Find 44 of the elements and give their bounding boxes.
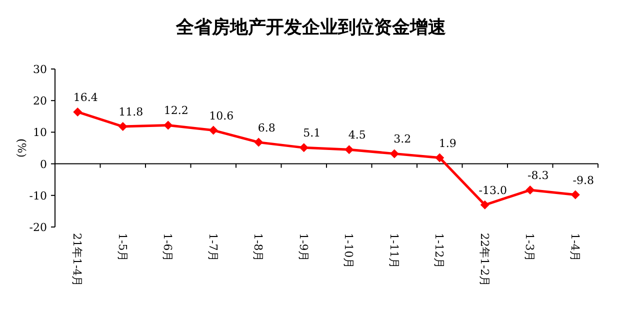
y-tick-label: 10 xyxy=(33,126,47,140)
text: -13.0 xyxy=(478,184,507,197)
point xyxy=(344,145,354,154)
x-tick-label: 1-10月 xyxy=(342,233,356,269)
x-tick-label: 1-3月 xyxy=(523,233,536,262)
y-tick-label: 20 xyxy=(33,94,47,108)
chart-title: 全省房地产开发企业到位资金增速 xyxy=(175,17,446,38)
text: 5.1 xyxy=(303,126,321,140)
x-tick-label: 1-7月 xyxy=(206,233,220,262)
y-tick-label: 30 xyxy=(33,63,47,76)
text: 16.4 xyxy=(73,90,98,104)
x-tick-label: 22年1-2月 xyxy=(478,233,491,287)
x-tick-label: 1-12月 xyxy=(432,233,446,269)
y-tick-label: 0 xyxy=(40,158,47,171)
point xyxy=(164,120,173,130)
text: 12.2 xyxy=(164,104,188,118)
point xyxy=(390,149,399,158)
x-tick-label: 1-5月 xyxy=(116,233,129,262)
text: 6.8 xyxy=(258,121,276,134)
point xyxy=(208,126,218,135)
point xyxy=(526,186,535,195)
x-tick-label: 21年1-4月 xyxy=(70,233,84,287)
point xyxy=(480,200,490,210)
point xyxy=(299,143,308,152)
point xyxy=(570,190,580,200)
y-tick-label: -10 xyxy=(29,189,47,202)
point xyxy=(435,153,444,162)
x-tick-label: 1-8月 xyxy=(252,233,265,262)
text: 10.6 xyxy=(209,109,234,122)
y-tick-label: -20 xyxy=(29,221,47,234)
point xyxy=(73,107,82,116)
x-tick-label: 1-11月 xyxy=(387,233,400,269)
text: 3.2 xyxy=(394,132,412,146)
text: 4.5 xyxy=(348,128,366,142)
x-tick-label: 1-4月 xyxy=(568,233,582,262)
point xyxy=(254,138,264,147)
text: 1.9 xyxy=(438,136,456,150)
x-tick-label: 1-9月 xyxy=(296,233,310,262)
y-axis-title: (%) xyxy=(15,138,28,158)
x-tick-label: 1-6月 xyxy=(161,233,174,262)
text: 11.8 xyxy=(118,106,144,119)
point xyxy=(118,122,128,132)
text: -8.3 xyxy=(528,169,549,182)
text: -9.8 xyxy=(572,174,594,187)
